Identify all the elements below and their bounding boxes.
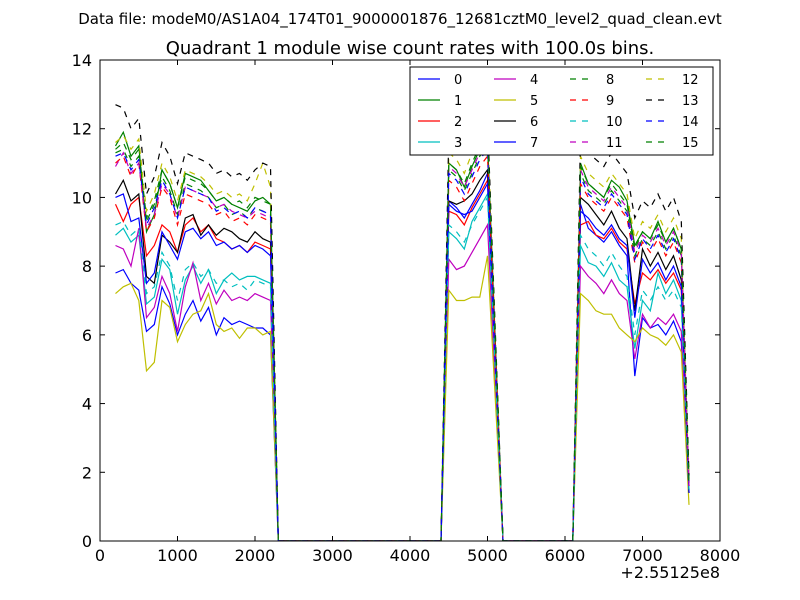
series-line-9 [115, 154, 690, 541]
series-line-5 [115, 255, 690, 541]
legend-label-8: 8 [606, 73, 614, 88]
y-tick-label: 10 [72, 188, 92, 207]
legend-label-14: 14 [682, 115, 699, 130]
series-line-1 [114, 130, 690, 541]
y-tick-label: 0 [82, 532, 92, 551]
series-line-7 [115, 181, 690, 541]
legend-label-5: 5 [530, 94, 538, 109]
series-line-12 [115, 123, 690, 541]
series-line-10 [115, 195, 690, 541]
y-tick-label: 14 [72, 51, 92, 70]
legend-label-7: 7 [530, 136, 538, 151]
legend-label-13: 13 [682, 94, 699, 109]
x-tick-label: 6000 [545, 546, 586, 565]
legend-label-4: 4 [530, 73, 538, 88]
series-line-15 [115, 133, 690, 541]
series-line-8 [115, 144, 690, 541]
series-line-11 [114, 140, 690, 541]
series-line-4 [115, 222, 690, 541]
x-tick-label: 5000 [467, 546, 508, 565]
y-tick-label: 6 [82, 326, 92, 345]
series-line-6 [114, 168, 690, 541]
series-line-0 [115, 173, 690, 541]
x-tick-label: 0 [95, 546, 105, 565]
y-tick-label: 8 [82, 257, 92, 276]
x-offset-label: +2.55125e8 [620, 563, 720, 582]
x-tick-label: 8000 [700, 546, 741, 565]
y-tick-label: 12 [72, 120, 92, 139]
y-tick-label: 2 [82, 463, 92, 482]
legend-label-6: 6 [530, 115, 538, 130]
legend-box [409, 66, 714, 156]
x-tick-label: 1000 [157, 546, 198, 565]
x-tick-label: 2000 [235, 546, 276, 565]
chart-title: Quadrant 1 module wise count rates with … [166, 38, 655, 59]
x-tick-label: 4000 [390, 546, 431, 565]
legend-label-12: 12 [682, 73, 699, 88]
legend-label-11: 11 [606, 136, 623, 151]
series-line-13 [115, 104, 690, 541]
data-file-label: Data file: modeM0/AS1A04_174T01_90000018… [78, 10, 722, 29]
axis-ticks: 0 1000 2000 3000 4000 5000 6000 7000 80000246810… [72, 51, 741, 565]
series-layer [114, 104, 690, 541]
legend-label-2: 2 [454, 115, 462, 130]
legend-label-0: 0 [454, 73, 462, 88]
y-tick-label: 4 [82, 395, 92, 414]
legend-label-1: 1 [454, 94, 462, 109]
legend-label-15: 15 [682, 136, 699, 151]
x-tick-label: 3000 [312, 546, 353, 565]
series-line-3 [115, 191, 690, 541]
legend-label-3: 3 [454, 136, 462, 151]
legend-label-9: 9 [606, 94, 614, 109]
series-line-14 [115, 147, 690, 541]
x-tick-label: 7000 [622, 546, 663, 565]
legend-label-10: 10 [606, 115, 623, 130]
